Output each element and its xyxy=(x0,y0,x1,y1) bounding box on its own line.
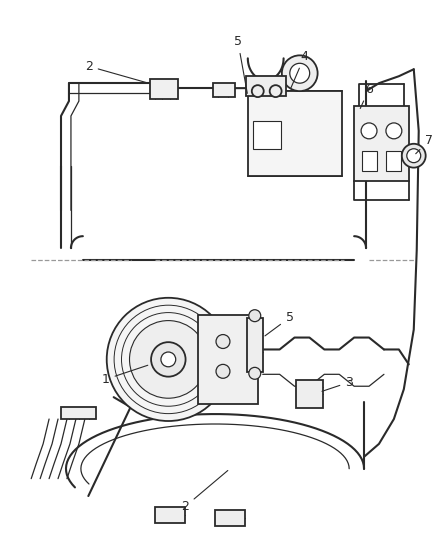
Circle shape xyxy=(161,352,176,367)
Circle shape xyxy=(407,149,421,163)
Bar xyxy=(61,407,96,419)
Bar xyxy=(213,83,235,97)
Circle shape xyxy=(216,335,230,349)
Circle shape xyxy=(216,365,230,378)
Text: 1: 1 xyxy=(102,365,148,386)
Bar xyxy=(155,507,185,523)
Circle shape xyxy=(151,342,186,377)
Text: 2: 2 xyxy=(181,471,228,513)
Text: 5: 5 xyxy=(265,311,293,336)
Bar xyxy=(354,106,409,181)
Circle shape xyxy=(290,63,310,83)
Circle shape xyxy=(386,123,402,139)
Circle shape xyxy=(252,85,264,97)
Bar xyxy=(296,380,323,408)
Bar xyxy=(198,314,258,404)
Circle shape xyxy=(107,298,230,421)
Text: 2: 2 xyxy=(85,60,146,83)
Text: 7: 7 xyxy=(416,134,433,154)
Circle shape xyxy=(361,123,377,139)
Bar xyxy=(150,79,178,99)
Circle shape xyxy=(130,320,207,398)
Text: 6: 6 xyxy=(360,83,373,108)
Circle shape xyxy=(249,310,261,321)
Circle shape xyxy=(402,144,426,168)
Bar xyxy=(246,76,286,96)
Text: 4: 4 xyxy=(291,50,308,88)
Circle shape xyxy=(249,367,261,379)
Bar xyxy=(215,511,245,527)
Text: 5: 5 xyxy=(234,35,247,93)
Bar xyxy=(248,91,342,175)
Bar xyxy=(386,151,401,171)
Text: 3: 3 xyxy=(322,376,353,391)
Circle shape xyxy=(282,55,318,91)
Bar xyxy=(247,318,263,373)
Circle shape xyxy=(270,85,282,97)
Bar xyxy=(362,151,377,171)
Bar xyxy=(253,121,281,149)
